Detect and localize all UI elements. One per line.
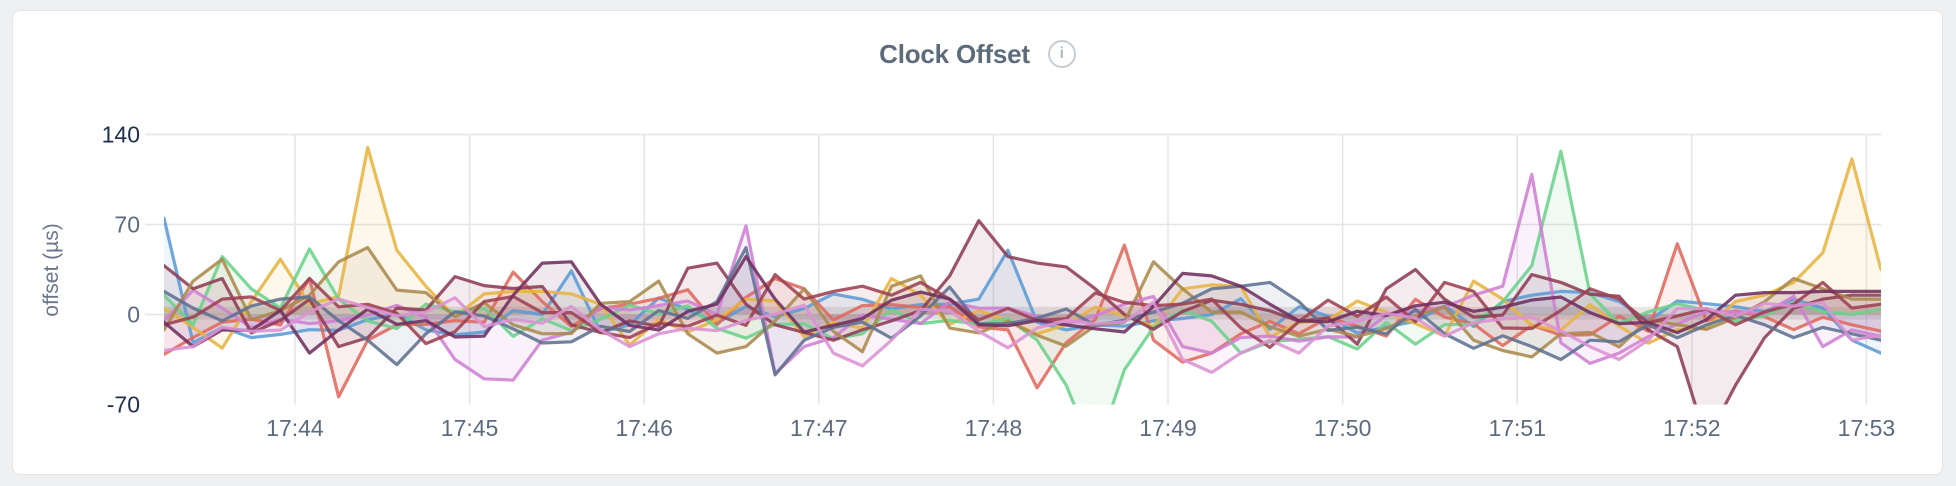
series-fill-host-9 bbox=[164, 274, 1881, 348]
series-line-host-7[interactable] bbox=[164, 246, 1881, 359]
series-line-host-8[interactable] bbox=[164, 246, 1881, 377]
chart-header: Clock Offset i bbox=[13, 38, 1942, 70]
y-axis-title: offset (µs) bbox=[40, 223, 63, 316]
info-icon[interactable]: i bbox=[1047, 40, 1076, 68]
series-fill-host-4 bbox=[164, 151, 1881, 405]
x-tick-label: 17:46 bbox=[615, 415, 673, 441]
x-tick-label: 17:51 bbox=[1488, 415, 1546, 441]
y-tick-label: -70 bbox=[107, 392, 140, 418]
series-line-host-6[interactable] bbox=[164, 219, 1881, 441]
x-tick-label: 17:44 bbox=[266, 415, 324, 441]
y-tick-label: 0 bbox=[127, 302, 140, 328]
x-tick-label: 17:48 bbox=[965, 415, 1023, 441]
series-line-host-2[interactable] bbox=[164, 242, 1881, 399]
chart-card: Clock Offset i 140 70 0 -70 17:44 17:45 17:46 1… bbox=[12, 10, 1943, 475]
y-tick-label: 70 bbox=[114, 212, 140, 238]
y-axis-labels: 140 70 0 -70 bbox=[102, 122, 140, 418]
series-line-host-11[interactable] bbox=[164, 296, 1881, 374]
x-tick-label: 17:52 bbox=[1663, 415, 1721, 441]
x-tick-label: 17:50 bbox=[1314, 415, 1372, 441]
x-axis-labels: 17:44 17:45 17:46 17:47 17:48 17:49 17:50 17:51… bbox=[266, 415, 1895, 441]
x-tick-label: 17:45 bbox=[441, 415, 499, 441]
series-line-host-10[interactable] bbox=[164, 255, 1881, 355]
series-group bbox=[164, 145, 1881, 441]
chart-title: Clock Offset bbox=[879, 38, 1030, 69]
x-tick-label: 17:53 bbox=[1838, 415, 1896, 441]
y-tick-label: 140 bbox=[102, 122, 140, 148]
x-tick-label: 17:49 bbox=[1139, 415, 1197, 441]
series-line-host-5[interactable] bbox=[164, 172, 1881, 382]
x-tick-label: 17:47 bbox=[790, 415, 848, 441]
